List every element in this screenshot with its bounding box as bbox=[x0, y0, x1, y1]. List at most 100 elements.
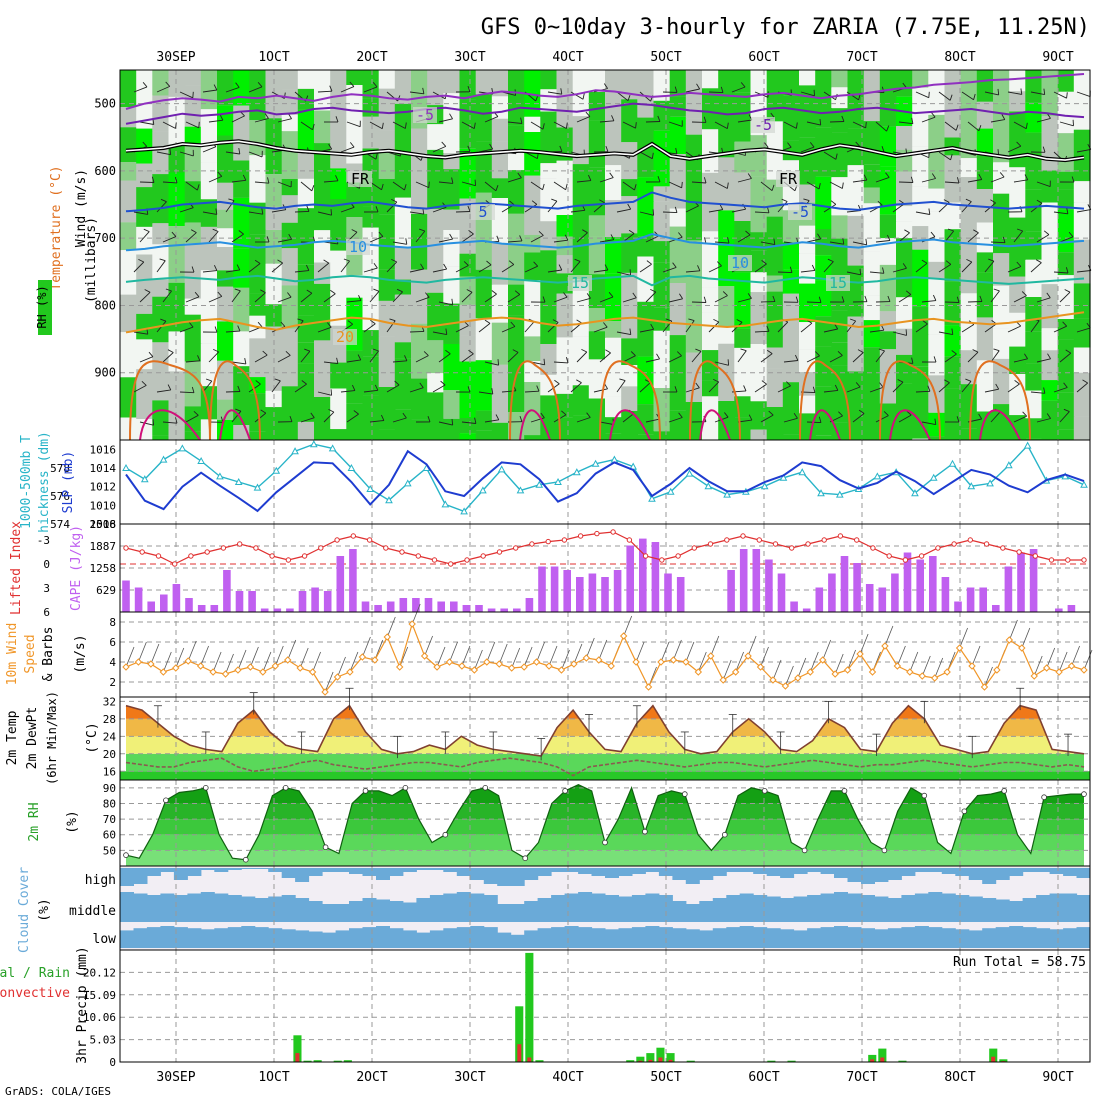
thickness-point bbox=[572, 468, 581, 476]
precip-total-bar bbox=[626, 1060, 635, 1062]
wind-barb-flag bbox=[855, 141, 861, 147]
thickness-point bbox=[911, 489, 919, 497]
wind-barb bbox=[645, 235, 659, 243]
wind-barb-flag bbox=[165, 288, 172, 292]
lifted-index-point bbox=[204, 549, 210, 555]
wind-barb-flag bbox=[191, 386, 195, 393]
wind-barb bbox=[524, 390, 540, 393]
wind-speed-point bbox=[669, 656, 678, 664]
wind-speed-point bbox=[843, 666, 852, 674]
wind-barb-flag bbox=[349, 142, 355, 148]
cloud-cover-bar bbox=[524, 901, 539, 922]
cloud-cover-bar bbox=[753, 895, 768, 922]
wind-barb bbox=[783, 360, 798, 363]
wind-barb bbox=[277, 355, 291, 363]
rh-shade-cell bbox=[799, 322, 816, 350]
rh-shade-cell bbox=[152, 70, 170, 96]
rh-shade-cell bbox=[928, 114, 946, 174]
rh-shade-cell bbox=[718, 327, 735, 344]
rh-shade-cell bbox=[411, 378, 428, 420]
lifted-index-point bbox=[1016, 549, 1022, 555]
rh-shade-cell bbox=[879, 311, 897, 332]
wind-barb bbox=[432, 268, 447, 273]
wind-barb-flag bbox=[491, 388, 494, 395]
rh-shade-cell bbox=[297, 178, 315, 209]
wind-barb bbox=[1076, 382, 1088, 393]
wind-barb-flag bbox=[427, 416, 431, 423]
wind10-barb bbox=[722, 659, 732, 681]
wind-barb bbox=[317, 391, 332, 396]
cloud-cover-bar bbox=[941, 893, 956, 922]
cloud-cover-bar bbox=[308, 868, 323, 876]
pressure-tick-label: 900 bbox=[94, 366, 116, 380]
cloud-cover-bar bbox=[470, 868, 485, 880]
rh-shade-cell bbox=[782, 242, 800, 270]
cloud-cover-bar bbox=[726, 927, 741, 948]
cloud-cover-bar bbox=[416, 932, 431, 948]
wind-barb-flag bbox=[605, 145, 609, 152]
wind-speed-point bbox=[507, 664, 516, 672]
thickness-tick-label: 574 bbox=[50, 518, 70, 531]
cloud-cover-bar bbox=[672, 901, 687, 922]
lifted-index-point bbox=[155, 553, 162, 559]
isotherm-label: -5 bbox=[754, 116, 772, 134]
rh-shade-cell bbox=[491, 220, 509, 244]
cape-bar bbox=[676, 577, 685, 612]
rh-shade-cell bbox=[281, 89, 299, 115]
isotherm-line bbox=[125, 191, 1085, 213]
wind10-barb bbox=[585, 637, 595, 659]
lifted-index-point bbox=[431, 557, 438, 563]
rh-shade-cell bbox=[912, 366, 929, 423]
cloud-cover-bar bbox=[591, 893, 606, 922]
cloud-cover-bar bbox=[914, 926, 929, 948]
rh-shade-cell bbox=[896, 328, 913, 355]
wind-barb-flag bbox=[748, 414, 753, 421]
wind-barb-flag bbox=[795, 296, 799, 303]
rh-shade-cell bbox=[1009, 374, 1026, 416]
wind-speed-point bbox=[657, 658, 665, 666]
cloud-cover-bar bbox=[1063, 893, 1078, 922]
rh-shade-cell bbox=[362, 356, 380, 396]
rh-shade-cell bbox=[491, 141, 509, 179]
rh-shade-cell bbox=[136, 226, 153, 255]
rh-shade-cell bbox=[815, 346, 832, 387]
wind-barb bbox=[1059, 352, 1072, 363]
wind-barb-flag bbox=[563, 292, 568, 298]
wind-speed-point bbox=[433, 663, 441, 671]
wind10-barb bbox=[561, 649, 570, 671]
rh-shade-cell bbox=[621, 411, 638, 440]
cape-bar bbox=[210, 605, 219, 612]
wind-barb bbox=[708, 381, 720, 393]
rh-shade-cell bbox=[928, 278, 946, 335]
rh-shade-cell bbox=[669, 208, 687, 227]
wind-barb-flag bbox=[865, 238, 868, 245]
rh-shade-cell bbox=[782, 70, 800, 96]
wind-barb-flag bbox=[262, 350, 268, 356]
wind-speed-point bbox=[396, 663, 404, 671]
cloud-cover-bar bbox=[955, 868, 970, 876]
thickness-point bbox=[1005, 461, 1013, 469]
wind10-barb bbox=[274, 645, 284, 667]
wind-speed-point bbox=[744, 652, 752, 660]
wind-barb bbox=[185, 296, 200, 303]
rh-shade-cell bbox=[1073, 318, 1091, 348]
wind-barb-flag bbox=[720, 86, 724, 93]
wind-barb-flag bbox=[264, 113, 269, 119]
lifted-index-point bbox=[756, 537, 762, 543]
rh-shade-cell bbox=[653, 431, 671, 440]
wind-barb bbox=[662, 266, 677, 273]
wind10-barb bbox=[200, 645, 209, 667]
rh-shade-cell bbox=[168, 425, 186, 440]
cloud-cover-bar bbox=[376, 926, 390, 948]
rh-shade-cell bbox=[411, 356, 428, 379]
lifted-index-point bbox=[383, 545, 389, 551]
wind-barb bbox=[990, 411, 1001, 423]
wind-barb bbox=[1007, 145, 1021, 153]
wind-barb bbox=[570, 382, 582, 393]
cloud-cover-bar bbox=[928, 868, 943, 872]
rh-shade-cell bbox=[1073, 181, 1091, 203]
temp-band-group bbox=[126, 705, 1084, 772]
wind-barb-flag bbox=[772, 295, 776, 302]
wind-barb-flag bbox=[885, 172, 890, 178]
precip-total-bar bbox=[686, 1060, 695, 1062]
